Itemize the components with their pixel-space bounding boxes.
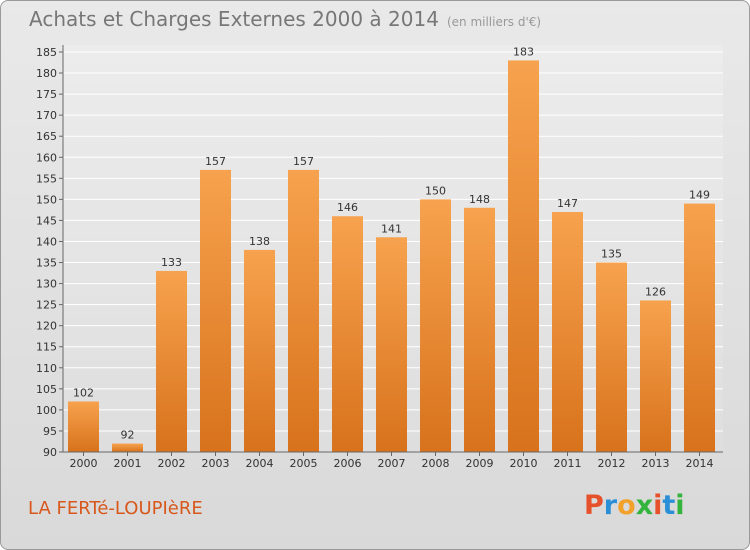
x-tick-label-2007: 2007 xyxy=(378,457,406,470)
value-label-2001: 92 xyxy=(121,429,135,442)
logo-letter: t xyxy=(662,490,676,521)
bar-2003 xyxy=(200,169,231,453)
y-tick-label: 185 xyxy=(36,46,57,59)
value-label-2009: 148 xyxy=(469,193,490,206)
chart-subtitle: (en milliers d'€) xyxy=(446,15,542,29)
y-tick-label: 170 xyxy=(36,109,57,122)
bar-2013 xyxy=(640,300,671,452)
bars: 102 92 133 157 138 157 146 141 150 148 183 147 135 12… xyxy=(68,45,715,453)
bar-2002 xyxy=(156,270,187,452)
bar-2011 xyxy=(552,212,583,452)
y-tick-label: 145 xyxy=(36,214,57,227)
x-tick-label-2014: 2014 xyxy=(686,457,714,470)
value-label-2004: 138 xyxy=(249,235,270,248)
axes: 90 95 100 105 110 115 120 125 130 135 140 145 150 155… xyxy=(36,45,723,470)
logo-letter: i xyxy=(675,490,685,521)
proxiti-logo[interactable]: Proxiti xyxy=(584,490,685,521)
value-label-2005: 157 xyxy=(293,155,314,168)
y-tick-label: 130 xyxy=(36,278,57,291)
y-tick-label: 180 xyxy=(36,67,57,80)
y-tick-label: 105 xyxy=(36,383,57,396)
y-tick-label: 90 xyxy=(43,446,57,459)
bar-2014 xyxy=(684,203,715,452)
y-tick-label: 175 xyxy=(36,88,57,101)
y-tick-label: 120 xyxy=(36,320,57,333)
x-tick-label-2006: 2006 xyxy=(334,457,362,470)
x-tick-label-2004: 2004 xyxy=(246,457,274,470)
y-tick-label: 100 xyxy=(36,404,57,417)
x-tick-label-2012: 2012 xyxy=(598,457,626,470)
y-tick-label: 160 xyxy=(36,151,57,164)
bar-2004 xyxy=(244,249,275,452)
logo-letter: o xyxy=(617,490,636,521)
bar-2009 xyxy=(464,207,495,452)
logo-letter: P xyxy=(584,490,604,521)
value-label-2012: 135 xyxy=(601,248,622,261)
value-label-2002: 133 xyxy=(161,256,182,269)
bar-2005 xyxy=(288,169,319,453)
logo-letter: x xyxy=(635,490,654,521)
value-label-2007: 141 xyxy=(381,222,402,235)
y-tick-label: 95 xyxy=(43,425,57,438)
logo-letter: i xyxy=(653,490,663,521)
value-label-2000: 102 xyxy=(73,386,94,399)
value-label-2006: 146 xyxy=(337,201,358,214)
bar-2010 xyxy=(508,60,539,452)
chart-title: Achats et Charges Externes 2000 à 2014 (e… xyxy=(29,7,541,31)
bar-2006 xyxy=(332,216,363,452)
bar-2007 xyxy=(376,237,407,452)
value-label-2008: 150 xyxy=(425,184,446,197)
value-label-2003: 157 xyxy=(205,155,226,168)
x-tick-label-2009: 2009 xyxy=(466,457,494,470)
value-label-2014: 149 xyxy=(689,189,710,202)
y-tick-label: 125 xyxy=(36,299,57,312)
bar-2000 xyxy=(68,401,99,452)
x-tick-label-2000: 2000 xyxy=(70,457,98,470)
x-tick-label-2013: 2013 xyxy=(642,457,670,470)
title-text: Achats et Charges Externes 2000 à 2014 xyxy=(29,7,439,31)
y-tick-label: 155 xyxy=(36,172,57,185)
value-label-2010: 183 xyxy=(513,45,534,58)
x-tick-label-2001: 2001 xyxy=(114,457,142,470)
x-tick-label-2011: 2011 xyxy=(554,457,582,470)
x-tick-label-2005: 2005 xyxy=(290,457,318,470)
x-tick-label-2008: 2008 xyxy=(422,457,450,470)
x-tick-label-2003: 2003 xyxy=(202,457,230,470)
x-tick-label-2002: 2002 xyxy=(158,457,186,470)
y-tick-label: 165 xyxy=(36,130,57,143)
bar-2001 xyxy=(112,443,143,452)
place-name: LA FERTé-LOUPIèRE xyxy=(28,498,203,519)
value-label-2011: 147 xyxy=(557,197,578,210)
y-tick-label: 115 xyxy=(36,341,57,354)
y-tick-label: 150 xyxy=(36,193,57,206)
y-tick-label: 135 xyxy=(36,257,57,270)
y-tick-label: 110 xyxy=(36,362,57,375)
bar-2008 xyxy=(420,199,451,452)
logo-letter: r xyxy=(603,490,618,521)
y-tick-label: 140 xyxy=(36,235,57,248)
x-tick-label-2010: 2010 xyxy=(510,457,538,470)
bar-2012 xyxy=(596,262,627,452)
value-label-2013: 126 xyxy=(645,285,666,298)
